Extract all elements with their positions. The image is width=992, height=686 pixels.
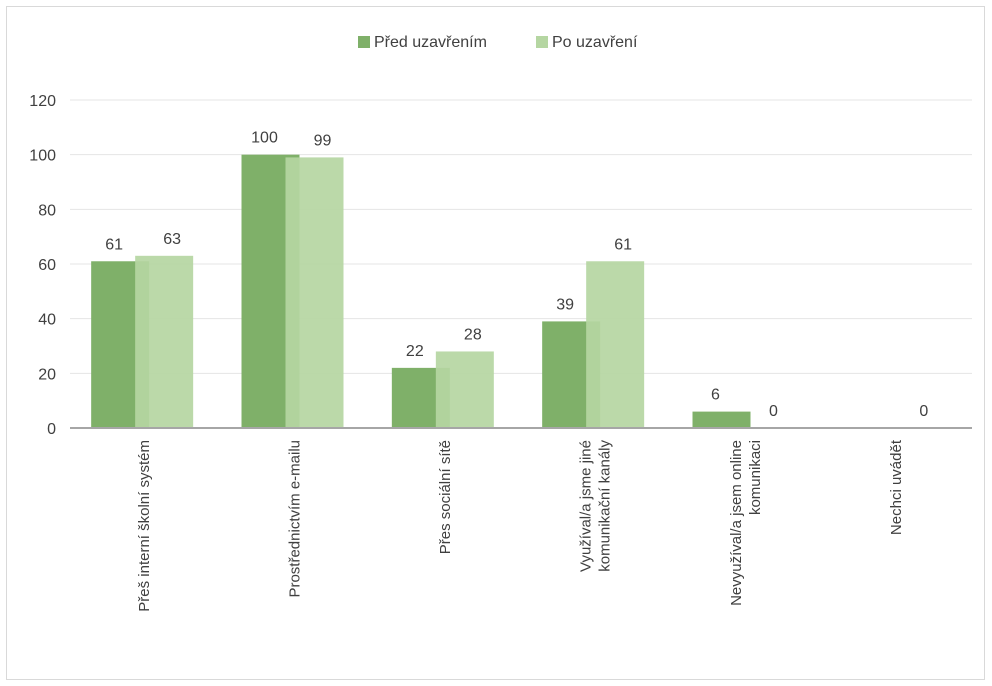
legend-label: Po uzavření <box>552 34 638 51</box>
legend-label: Před uzavřením <box>374 34 487 51</box>
y-tick-label: 120 <box>29 93 56 110</box>
legend-swatch <box>358 36 370 48</box>
data-label: 100 <box>251 130 278 147</box>
data-label: 28 <box>464 326 482 343</box>
x-category-label: Prostřednictvím e-mailu <box>287 440 304 598</box>
y-tick-label: 20 <box>38 366 56 383</box>
legend-swatch <box>536 36 548 48</box>
y-tick-label: 80 <box>38 202 56 219</box>
x-category-label: Přeš interní školní systém <box>136 440 153 612</box>
data-label: 99 <box>314 132 332 149</box>
data-label: 0 <box>769 403 778 420</box>
y-tick-label: 40 <box>38 312 56 329</box>
legend: Před uzavřením Po uzavření <box>358 34 638 51</box>
x-category-label: Nevyužíval/a jsem online <box>728 440 745 606</box>
x-category-label: komunikaci <box>747 440 764 515</box>
data-label: 22 <box>406 343 424 360</box>
bar-pred <box>692 411 751 428</box>
bar-po <box>435 351 494 428</box>
y-tick-label: 60 <box>38 257 56 274</box>
bar-po <box>586 261 645 428</box>
x-category-label: Využíval/a jsme jiné <box>578 440 595 572</box>
bar-po <box>135 255 194 428</box>
data-labels: 61 63 100 99 22 28 39 61 6 0 0 <box>105 130 928 420</box>
gridlines <box>70 99 972 374</box>
bar-po <box>285 157 344 428</box>
data-label: 61 <box>105 236 123 253</box>
data-label: 63 <box>163 231 181 248</box>
x-axis: Přeš interní školní systém Prostřednictví… <box>70 427 972 612</box>
data-label: 0 <box>919 403 928 420</box>
y-tick-label: 0 <box>47 421 56 438</box>
y-axis: 0 20 40 60 80 100 120 <box>29 93 56 438</box>
x-category-label: Nechci uvádět <box>888 439 905 535</box>
bars <box>91 154 751 428</box>
data-label: 61 <box>614 236 632 253</box>
data-label: 6 <box>711 387 720 404</box>
x-category-label: komunikační kanály <box>597 440 614 572</box>
x-category-label: Přes sociální sítě <box>437 440 454 554</box>
y-tick-label: 100 <box>29 148 56 165</box>
data-label: 39 <box>556 296 574 313</box>
